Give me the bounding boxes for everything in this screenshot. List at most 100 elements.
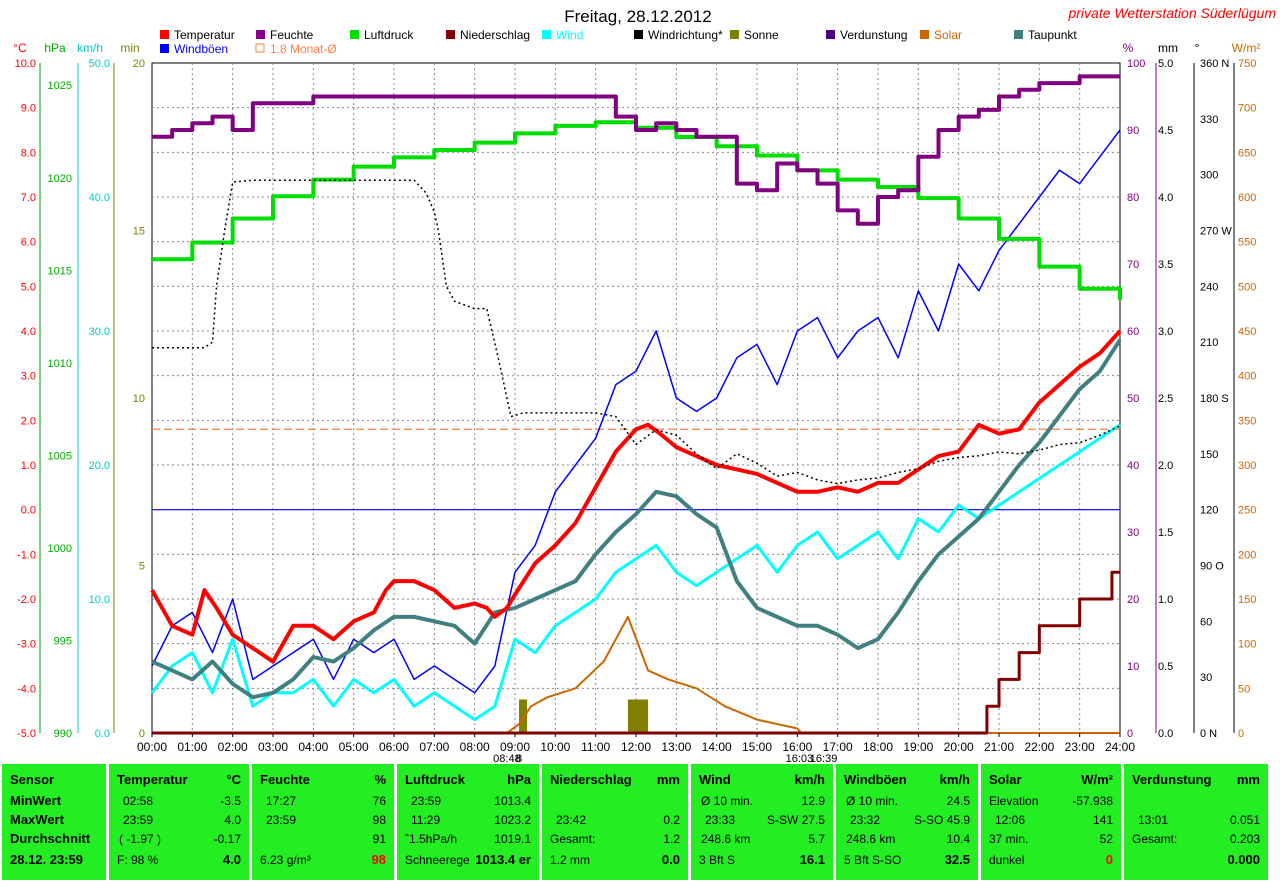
legend-swatch [446,30,455,39]
gust-max-value: S-SO 45.9 [913,813,970,827]
wind-avg10-label: Ø 10 min. [701,794,754,808]
evap-total-value: 0.203 [1229,832,1260,846]
grid [152,63,1120,733]
solar-axis-tick: 100 [1238,639,1256,651]
legend-label: Wind [556,28,583,42]
temp-axis-tick: 3.0 [21,371,36,383]
hum-axis-unit: % [1123,41,1134,55]
dir-axis-tick: 90 O [1200,561,1224,573]
x-axis-tick: 00:00 [137,740,167,754]
rain-axis-tick: 4.0 [1158,192,1173,204]
temp-axis-tick: 8.0 [21,147,36,159]
legend-label: Taupunkt [1028,28,1077,42]
temp-axis-tick: 9.0 [21,103,36,115]
col-windboeen-header: Windböen [844,772,907,787]
legend-swatch [920,30,929,39]
wind-axis-tick: 30.0 [89,326,110,338]
rain-max-value: 0.2 [663,813,680,827]
wind-avg-value: 5.7 [808,832,825,846]
press-avg-value: 1019.1 [494,832,531,846]
legend-label: Windrichtung* [648,28,723,42]
col-wind-unit: km/h [794,772,825,787]
legend-swatch [160,44,169,53]
rain-axis-tick: 1.5 [1158,527,1173,539]
solar-max-value: 141 [1092,813,1113,827]
solar-axis-tick: 650 [1238,147,1256,159]
rain-axis-tick: 3.0 [1158,326,1173,338]
temp-axis-tick: 0.0 [21,505,36,517]
temp-avg-value: -0.17 [213,832,241,846]
gust-avg10-label: Ø 10 min. [846,794,899,808]
legend-label: Verdunstung [840,28,907,42]
x-axis-tick: 13:00 [661,740,691,754]
axes: 10.0 9.0 8.0 7.0 6.0 5.0 4.0 3.0 2.0 1.0 0.0 -1.0 -2… [13,41,1260,740]
rain-axis-tick: 0.0 [1158,728,1173,740]
temp-axis-tick: 5.0 [21,281,36,293]
x-axis-tick: 04:00 [298,740,328,754]
wind-axis-tick: 50.0 [89,58,110,70]
solar-axis-tick: 550 [1238,237,1256,249]
col-niederschlag: Niederschlag mm 23:42 0.2 Gesamt: 1.2 1.2 m… [542,764,688,880]
dir-axis-tick: 360 N [1200,58,1229,70]
temp-min-time: 02:58 [123,794,154,808]
rain-axis-tick: 4.5 [1158,125,1173,137]
temp-axis-tick: -5.0 [17,728,36,740]
solar-axis-tick: 450 [1238,326,1256,338]
wind-distance: 248.6 km [701,832,751,846]
series-wind [150,423,1121,722]
evap-max-value: 0.051 [1229,813,1260,827]
wind-axis-tick: 40.0 [89,192,110,204]
solar-max-time: 12:06 [995,813,1026,827]
hum-current-extra: 6.23 g/m³ [260,853,311,867]
temp-current-value: 4.0 [222,852,241,867]
col-solar: Solar W/m² Elevation -57.938 12:06 141 37 m… [981,764,1121,880]
x-axis-tick: 17:00 [823,740,853,754]
hum-min-value: 76 [372,794,386,808]
temp-axis-tick: 4.0 [21,326,36,338]
legend-swatch [160,30,169,39]
col-verdunstung: Verdunstung mm 13:01 0.051 Gesamt: 0.203 0.… [1124,764,1268,880]
hum-max-value: 98 [372,813,386,827]
row-avg-label: Durchschnitt [10,831,91,846]
gust-current-value: 32.5 [944,852,970,867]
x-axis-tick: 05:00 [339,740,369,754]
temp-max-time: 23:59 [123,813,154,827]
temp-axis-tick: 1.0 [21,460,36,472]
press-axis-tick: 1005 [48,450,72,462]
legend-swatch [255,43,265,53]
press-axis-tick: 1015 [48,265,72,277]
sun-axis-tick: 15 [133,226,145,238]
col-wind-header: Wind [699,772,731,787]
hum-avg-value: 91 [372,832,386,846]
dir-axis-tick: 180 S [1200,393,1229,405]
col-feuchte-header: Feuchte [260,772,310,787]
press-axis-tick: 1000 [48,543,72,555]
gust-avg-value: 10.4 [946,832,970,846]
col-solar-unit: W/m² [1081,772,1113,787]
solar-axis-tick: 350 [1238,415,1256,427]
col-sensor-header: Sensor [10,772,55,787]
legend-swatch [826,30,835,39]
series-temperatur [150,329,1122,664]
dir-axis-tick: 240 [1200,281,1218,293]
x-axis-tick: 07:00 [419,740,449,754]
chart-title: Freitag, 28.12.2012 [564,7,711,26]
temp-axis-tick: 2.0 [21,415,36,427]
sun-bar [627,699,649,733]
col-windboeen: Windböen km/h Ø 10 min. 24.5 23:32 S-SO 45.… [836,764,978,880]
temp-axis-tick: -3.0 [17,639,36,651]
x-axis-tick: 03:00 [258,740,288,754]
rain-max-time: 23:42 [556,813,587,827]
temp-min-value: -3.5 [220,794,241,808]
sun-bar [519,699,528,733]
solar-axis-tick: 200 [1238,549,1256,561]
x-axis-marker: 16:39 [810,753,838,762]
legend-label: Temperatur [174,28,235,42]
row-min-label: MinWert [10,793,62,808]
press-axis-unit: hPa [44,41,66,55]
solar-elevation-value: -57.938 [1072,794,1113,808]
rain-current-extra: 1.2 mm [550,853,591,867]
solar-axis-tick: 50 [1238,683,1250,695]
gust-avg10-value: 24.5 [946,794,970,808]
series-layer [150,74,1122,735]
